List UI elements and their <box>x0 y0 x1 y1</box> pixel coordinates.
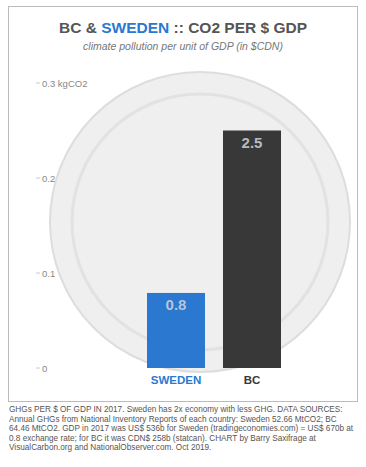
y-tick-label: 0.1 <box>42 268 55 279</box>
title: BC & SWEDEN :: CO2 PER $ GDP <box>59 19 307 36</box>
y-tick-label: 0.2 <box>42 173 55 184</box>
title-part: BC & <box>59 19 101 36</box>
y-tick-label: 0 <box>42 363 47 374</box>
y-tick <box>36 178 40 179</box>
bar <box>147 293 205 368</box>
coin <box>50 72 350 372</box>
y-tick-label: 0.3 kgCO2 <box>42 78 87 89</box>
subtitle: climate pollution per unit of GDP (in $C… <box>83 40 283 52</box>
x-tick-label: SWEDEN <box>151 374 201 386</box>
y-tick <box>36 368 40 369</box>
bar-annotation: 2.5 <box>242 134 263 151</box>
source-note: GHGs PER $ OF GDP IN 2017. Sweden has 2x… <box>9 405 359 453</box>
frame <box>9 7 358 402</box>
y-tick <box>36 83 40 84</box>
y-tick <box>36 273 40 274</box>
title-part: :: CO2 PER $ GDP <box>169 19 307 36</box>
bar-annotation: 0.8 <box>166 296 187 313</box>
coin-decor <box>50 72 350 372</box>
chart: BC & SWEDEN :: CO2 PER $ GDPclimate poll… <box>0 0 366 404</box>
bars <box>147 131 281 369</box>
title-part: SWEDEN <box>101 19 169 36</box>
bar <box>223 131 281 369</box>
x-tick-label: BC <box>244 374 261 386</box>
